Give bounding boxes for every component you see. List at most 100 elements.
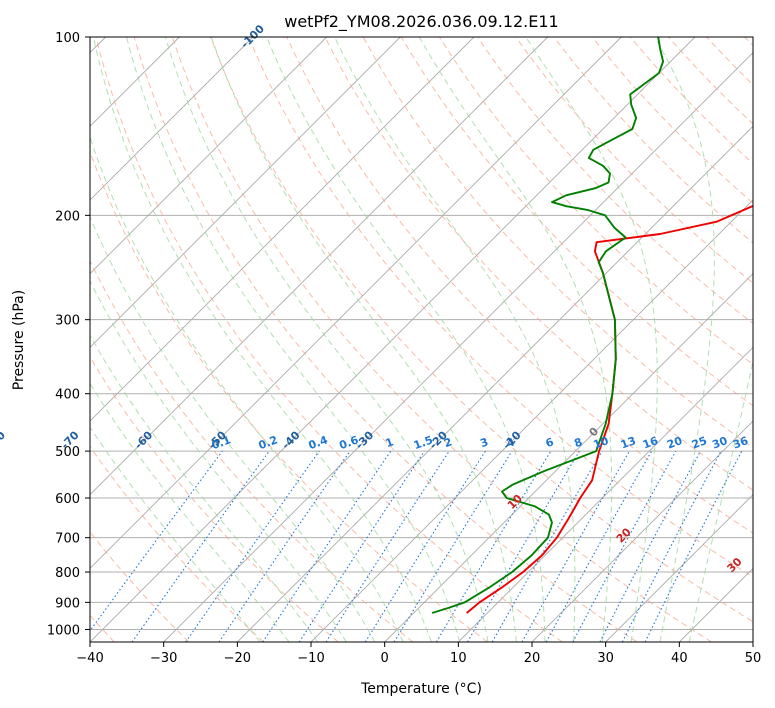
x-tick-label: 40 — [671, 651, 688, 666]
mixing-ratio-label: 1.5 — [412, 433, 435, 452]
dry-adiabat-line — [248, 37, 753, 578]
moist-adiabat-line — [266, 37, 546, 642]
y-tick-label: 600 — [55, 492, 80, 507]
x-tick-label: 10 — [450, 651, 467, 666]
y-tick-label: 200 — [55, 209, 80, 224]
x-axis-label: Temperature (°C) — [360, 681, 482, 697]
dry-adiabat-line — [629, 37, 753, 165]
y-tick-label: 300 — [55, 314, 80, 329]
mixing-ratio-label: 16 — [641, 434, 660, 452]
dry-adiabat-line — [95, 37, 563, 642]
mixing-ratio-line — [572, 450, 677, 642]
moist-adiabat-line — [90, 135, 404, 642]
mixing-ratio-label: 3 — [478, 435, 490, 450]
dry-adiabat-line — [362, 37, 753, 449]
mixing-ratio-line — [364, 450, 486, 642]
dry-adiabat-line — [90, 259, 414, 642]
isotherm-line — [237, 125, 753, 642]
mixing-ratio-label: 10 — [592, 434, 611, 452]
x-tick-label: 20 — [524, 651, 541, 666]
mixing-ratio-line — [521, 450, 630, 642]
moist-adiabat-line — [654, 37, 715, 642]
dry-adiabat-line — [515, 37, 753, 284]
mixing-ratio-label: 6 — [544, 435, 556, 450]
x-tick-label: 0 — [381, 651, 389, 666]
dry-adiabat-line — [133, 37, 638, 642]
moist-adiabat-line — [525, 37, 658, 642]
isotherm-line — [90, 37, 696, 642]
isotherm-line — [163, 52, 753, 642]
isotherm-label: -80 — [0, 428, 8, 451]
line-labels: 0.1 0.2 0.4 0.6 1 1.5 2 3 4 6 8 10 13 16 20 25 30 36-100-… — [0, 22, 750, 575]
moist-adiabat-line — [688, 358, 753, 642]
x-tick-label: −40 — [76, 651, 103, 666]
mixing-ratio-line — [90, 450, 223, 632]
y-tick-label: 1000 — [47, 623, 80, 638]
mixing-ratio-label: 36 — [731, 434, 750, 452]
mixing-ratio-line — [325, 450, 450, 642]
profile-lines — [431, 37, 753, 614]
moist-adiabat-line — [90, 334, 319, 642]
mixing-ratio-label: 0.4 — [307, 433, 330, 452]
mixing-ratio-label: 30 — [710, 434, 729, 452]
isotherm-line — [531, 420, 753, 642]
mixing-ratio-line — [393, 450, 513, 642]
y-tick-label: 900 — [55, 596, 80, 611]
y-tick-label: 400 — [55, 388, 80, 403]
moist-adiabat-line — [210, 37, 517, 642]
dry-adiabat-line — [400, 37, 753, 407]
x-tick-label: −10 — [297, 651, 324, 666]
y-tick-label: 800 — [55, 566, 80, 581]
y-tick-label: 700 — [55, 532, 80, 547]
dry-adiabat-line — [591, 37, 753, 204]
x-tick-label: 50 — [745, 651, 762, 666]
dry-adiabat-line — [324, 37, 753, 491]
dewpoint-profile-line — [431, 37, 665, 614]
mixing-ratio-line — [545, 450, 653, 642]
moist-adiabat-line — [418, 37, 613, 642]
isotherm-line — [384, 273, 753, 642]
dry-adiabat-line — [210, 37, 753, 623]
mixing-ratio-label: 1 — [384, 435, 396, 450]
isotherm-line — [90, 37, 475, 422]
isotherm-line — [90, 37, 622, 569]
isotherm-line — [458, 346, 753, 642]
moist-adiabat-line — [90, 215, 376, 642]
mixing-ratio-label: 0.2 — [257, 433, 280, 452]
moist-adiabat-line — [92, 37, 432, 642]
dry-adiabat-line — [90, 445, 264, 642]
isotherm-line — [605, 494, 753, 642]
x-tick-label: −30 — [150, 651, 177, 666]
moist-adiabat-line — [334, 37, 576, 642]
mixing-ratio-label: 2 — [442, 435, 454, 450]
dry-adiabat-line — [477, 37, 753, 325]
mixing-ratio-line — [131, 450, 270, 642]
plot-frame — [89, 36, 754, 643]
mixing-ratio-label: 4 — [505, 435, 517, 450]
mixing-ratio-line — [491, 450, 603, 642]
mixing-ratio-line — [467, 450, 580, 642]
y-tick-label: 500 — [55, 445, 80, 460]
y-axis-label: Pressure (hPa) — [11, 290, 27, 390]
isotherm-line — [90, 37, 401, 348]
mixing-ratio-label: 20 — [665, 434, 684, 452]
axes: −40 −30 −20 −10 0 10 20 30 40 5010020030040050060… — [47, 31, 761, 666]
isotherm-line — [90, 37, 548, 496]
moist-adiabat-line — [90, 426, 261, 642]
mixing-ratio-label: 8 — [572, 435, 584, 450]
moist-adiabat-line — [164, 37, 489, 642]
isotherm-line — [90, 37, 327, 275]
mixing-ratio-line — [218, 450, 351, 642]
mixing-ratio-label: 0.1 — [210, 433, 233, 452]
y-tick-label: 100 — [55, 31, 80, 46]
background-lines — [90, 37, 753, 642]
dry-adiabat-line — [171, 37, 712, 642]
isotherm-line — [90, 37, 254, 201]
mixing-ratio-line — [435, 450, 552, 642]
mixing-ratio-label: 13 — [619, 434, 638, 451]
mixing-ratio-line — [185, 450, 320, 642]
x-tick-label: 30 — [597, 651, 614, 666]
moist-adiabat-line — [126, 37, 461, 642]
